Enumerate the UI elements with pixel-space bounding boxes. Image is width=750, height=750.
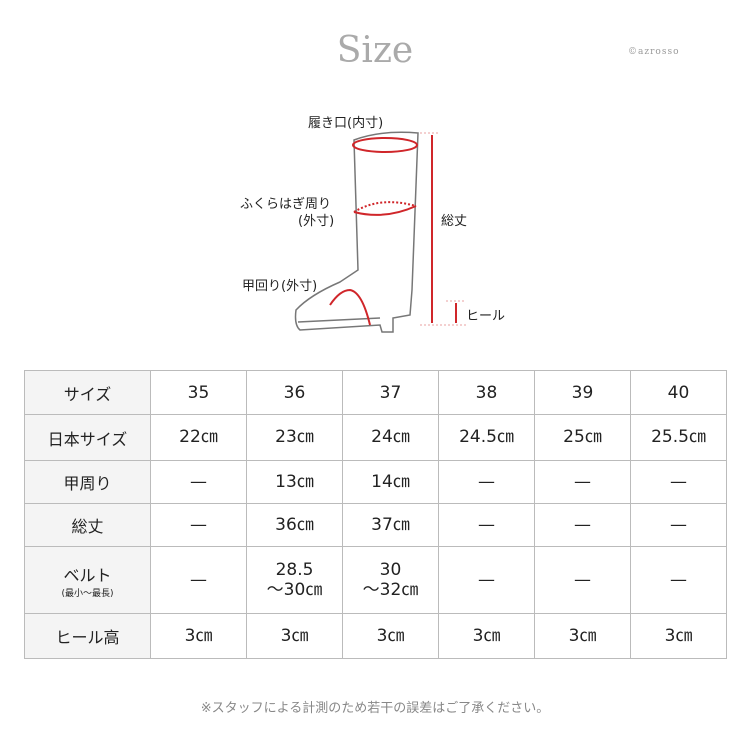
row-label: 甲周り — [24, 460, 151, 504]
label-opening: 履き口(内寸) — [308, 116, 384, 131]
opening-measure — [352, 137, 418, 153]
label-height: 総丈 — [441, 214, 468, 229]
row-label: 日本サイズ — [24, 414, 151, 461]
table-row: 甲周り —13㎝ 14㎝ — — — — [24, 460, 727, 504]
table-row: 総丈 —36㎝ 37㎝ — — — — [24, 503, 727, 547]
instep-measure — [329, 288, 371, 326]
label-instep: 甲回り(外寸) — [242, 279, 318, 294]
table-cell: 14㎝ — [342, 460, 439, 504]
table-cell: 23㎝ — [246, 414, 343, 461]
table-cell: 30 ～32㎝ — [342, 546, 439, 614]
row-label-text: ベルト — [63, 565, 112, 585]
table-cell: 25㎝ — [534, 414, 631, 461]
label-calf-sub: (外寸) — [298, 214, 335, 229]
table-cell: — — [534, 546, 631, 614]
table-cell: 3㎝ — [438, 613, 535, 659]
row-label-text: 日本サイズ — [47, 429, 128, 449]
table-cell: — — [150, 460, 247, 504]
row-label-text: 総丈 — [71, 517, 104, 536]
label-heel: ヒール — [466, 309, 506, 324]
row-label-text: ヒール高 — [55, 628, 120, 647]
table-cell: 13㎝ — [246, 460, 343, 504]
table-cell: — — [150, 546, 247, 614]
table-cell: 24㎝ — [342, 414, 439, 461]
table-cell: — — [630, 546, 727, 614]
header-cell: 36 — [246, 370, 343, 415]
table-cell: — — [438, 546, 535, 614]
table-cell: 36㎝ — [246, 503, 343, 547]
table-cell: 3㎝ — [630, 613, 727, 659]
table-cell: — — [534, 460, 631, 504]
table-cell: 3㎝ — [534, 613, 631, 659]
header-cell: 39 — [534, 370, 631, 415]
table-cell: — — [630, 460, 727, 504]
header-cell: 38 — [438, 370, 535, 415]
header-cell: 37 — [342, 370, 439, 415]
header-cell: 40 — [630, 370, 727, 415]
label-calf: ふくらはぎ周り — [240, 197, 332, 212]
boot-outline — [294, 131, 419, 333]
page-title: Size — [336, 30, 414, 71]
row-label: ヒール高 — [24, 613, 151, 659]
header-cell: 35 — [150, 370, 247, 415]
table-row: ベルト (最小～最長) —28.5 ～30㎝ 30 ～32㎝ — — — — [24, 546, 727, 614]
row-label: ベルト (最小～最長) — [24, 546, 151, 614]
table-cell: 25.5㎝ — [630, 414, 727, 461]
table-cell: 3㎝ — [342, 613, 439, 659]
boot-diagram — [294, 131, 466, 333]
table-cell: — — [438, 460, 535, 504]
header-cell: サイズ — [24, 370, 151, 415]
row-label: 総丈 — [24, 503, 151, 547]
table-cell: — — [438, 503, 535, 547]
table-row: 日本サイズ 22㎝ 23㎝ 24㎝ 24.5㎝ 25㎝ 25.5㎝ — [24, 414, 727, 461]
table-cell: 28.5 ～30㎝ — [246, 546, 343, 614]
row-label-text: 甲周り — [63, 474, 112, 493]
watermark: ©azrosso — [628, 47, 680, 57]
table-cell: 3㎝ — [150, 613, 247, 659]
table-cell: — — [534, 503, 631, 547]
table-cell: 37㎝ — [342, 503, 439, 547]
table-row: ヒール高 3㎝ 3㎝ 3㎝ 3㎝ 3㎝ 3㎝ — [24, 613, 727, 659]
table-cell: 22㎝ — [150, 414, 247, 461]
table-cell: 24.5㎝ — [438, 414, 535, 461]
table-cell: 3㎝ — [246, 613, 343, 659]
calf-measure — [353, 205, 417, 216]
table-cell: — — [150, 503, 247, 547]
footnote: ※スタッフによる計測のため若干の誤差はご了承ください。 — [200, 701, 550, 716]
table-cell: — — [630, 503, 727, 547]
table-header-row: サイズ 35 36 37 38 39 40 — [24, 370, 727, 415]
row-sublabel: (最小～最長) — [61, 588, 114, 599]
size-table: サイズ 35 36 37 38 39 40 日本サイズ 22㎝ 23㎝ 24㎝ 24.5… — [24, 370, 727, 659]
